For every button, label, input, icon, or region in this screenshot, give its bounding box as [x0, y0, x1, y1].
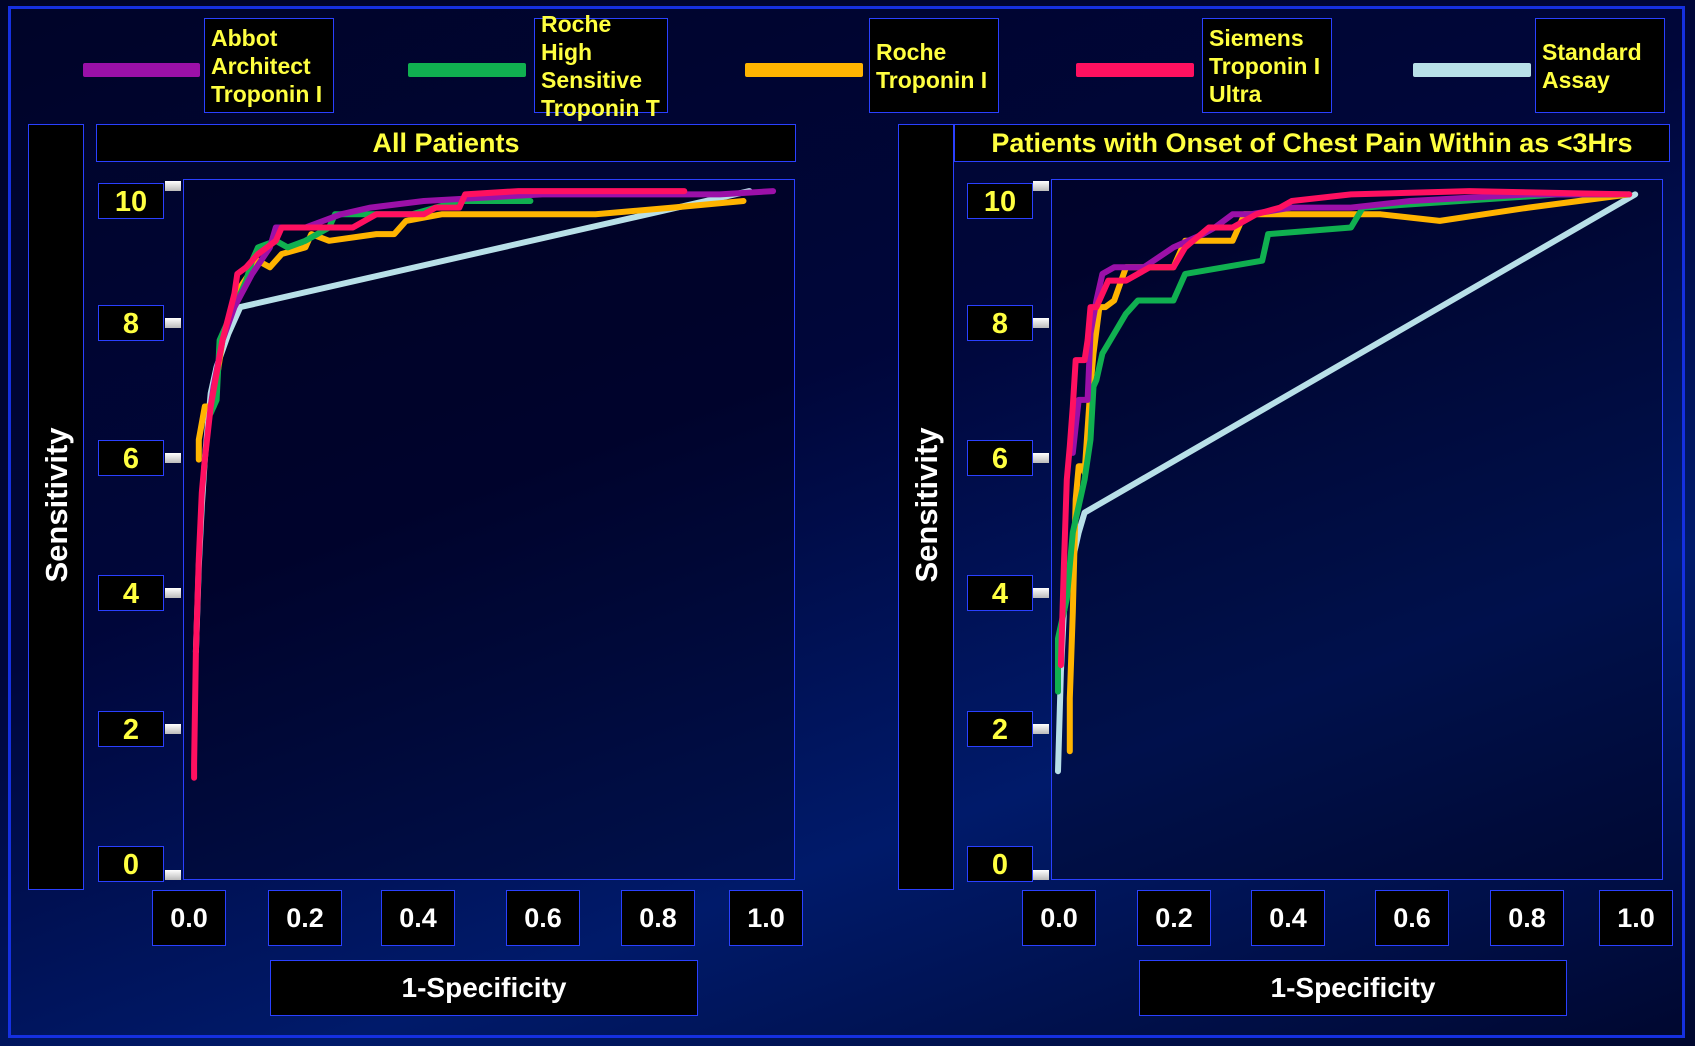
series-line-abbot-architect-troponin-i [207, 188, 777, 410]
x-tick-label: 1.0 [1599, 890, 1673, 946]
x-axis-label: 1-Specificity [1139, 960, 1567, 1016]
x-tick-label: 0.4 [381, 890, 455, 946]
legend-label-line: Roche High [541, 10, 612, 65]
y-tick-mark [165, 453, 181, 463]
legend-label-line: Ultra [1209, 80, 1262, 107]
legend-swatch-2 [408, 63, 526, 77]
y-tick-label: 10 [98, 183, 164, 219]
y-tick-mark [165, 724, 181, 734]
legend-label-line: Assay [1542, 66, 1610, 93]
legend-label-line: Standard [1542, 38, 1642, 65]
x-tick-label: 0.0 [1022, 890, 1096, 946]
y-tick-label: 4 [967, 575, 1033, 611]
y-tick-mark [1033, 318, 1049, 328]
y-tick-mark [1033, 588, 1049, 598]
legend-label-line: Troponin I [1209, 52, 1321, 79]
y-tick-label: 4 [98, 575, 164, 611]
x-tick-label: 1.0 [729, 890, 803, 946]
x-axis-label: 1-Specificity [270, 960, 698, 1016]
x-tick-label: 0.2 [268, 890, 342, 946]
y-tick-label: 6 [967, 440, 1033, 476]
series-line-standard-assay [1055, 191, 1639, 775]
y-tick-label: 2 [967, 711, 1033, 747]
x-tick-label: 0.8 [621, 890, 695, 946]
legend-label-4: Siemens Troponin I Ultra [1202, 18, 1332, 113]
legend-label-1: Abbot Architect Troponin I [204, 18, 334, 113]
y-axis-label-box: Sensitivity [898, 124, 954, 890]
legend-label-2: Roche High Sensitive Troponin T [534, 11, 668, 121]
chart-title: All Patients [96, 124, 796, 162]
legend-swatch-3 [745, 63, 863, 77]
y-tick-mark [165, 870, 181, 880]
legend-label-line: Troponin T [541, 94, 660, 121]
legend-label-line: Abbot [211, 24, 278, 51]
y-tick-label: 0 [967, 846, 1033, 882]
x-tick-label: 0.8 [1490, 890, 1564, 946]
legend-swatch-5 [1413, 63, 1531, 77]
plot-area [1051, 179, 1663, 880]
series-line-abbot-architect-troponin-i [1069, 191, 1621, 456]
legend-label-3: Roche Troponin I [869, 18, 999, 113]
roc-curves [191, 188, 777, 781]
x-tick-label: 0.0 [152, 890, 226, 946]
series-line-siemens-troponin-i-ultra [191, 188, 688, 781]
y-tick-mark [1033, 453, 1049, 463]
series-line-roche-troponin-i [195, 198, 747, 463]
y-tick-mark [165, 318, 181, 328]
series-line-roche-high-sensitive-troponin-t [1055, 191, 1633, 695]
x-tick-label: 0.6 [506, 890, 580, 946]
y-tick-label: 6 [98, 440, 164, 476]
y-tick-label: 8 [967, 305, 1033, 341]
y-axis-label-box: Sensitivity [28, 124, 84, 890]
y-tick-label: 8 [98, 305, 164, 341]
y-tick-mark [165, 588, 181, 598]
y-axis-label: Sensitivity [39, 427, 74, 583]
legend-label-line: Siemens [1209, 24, 1304, 51]
legend-label-5: Standard Assay [1535, 18, 1665, 113]
legend-label-line: Troponin I [211, 80, 323, 107]
legend-label-line: Roche [876, 38, 947, 65]
y-tick-mark [165, 181, 181, 191]
y-tick-label: 0 [98, 846, 164, 882]
x-tick-label: 0.4 [1251, 890, 1325, 946]
y-tick-label: 2 [98, 711, 164, 747]
legend-swatch-1 [83, 63, 200, 77]
series-line-siemens-troponin-i-ultra [1057, 188, 1633, 669]
legend-swatch-4 [1076, 63, 1194, 77]
legend-label-line: Architect [211, 52, 311, 79]
x-tick-label: 0.6 [1375, 890, 1449, 946]
x-tick-label: 0.2 [1137, 890, 1211, 946]
chart-title: Patients with Onset of Chest Pain Within… [954, 124, 1670, 162]
y-axis-label: Sensitivity [909, 427, 944, 583]
roc-curves [1055, 188, 1639, 775]
series-line-roche-troponin-i [1066, 191, 1633, 755]
y-tick-mark [1033, 870, 1049, 880]
y-tick-mark [1033, 724, 1049, 734]
legend-label-line: Troponin I [876, 66, 988, 93]
y-tick-mark [1033, 181, 1049, 191]
legend-label-line: Sensitive [541, 66, 642, 93]
y-tick-label: 10 [967, 183, 1033, 219]
